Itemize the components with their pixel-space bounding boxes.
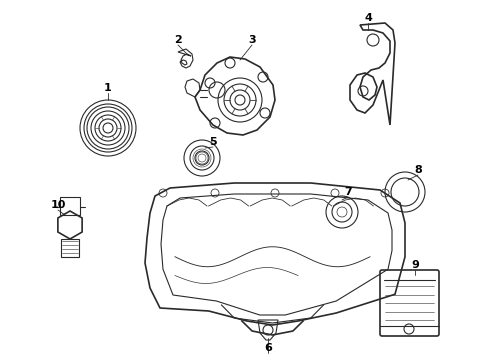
- Bar: [61, 239, 79, 257]
- Text: 2: 2: [174, 35, 182, 45]
- Text: 5: 5: [209, 137, 217, 147]
- Text: 7: 7: [344, 187, 352, 197]
- Text: 6: 6: [264, 343, 272, 353]
- Text: 3: 3: [248, 35, 256, 45]
- Text: 4: 4: [364, 13, 372, 23]
- Text: 1: 1: [104, 83, 112, 93]
- Text: 10: 10: [50, 200, 66, 210]
- Text: 8: 8: [414, 165, 422, 175]
- Bar: [60, 197, 80, 215]
- Text: 9: 9: [411, 260, 419, 270]
